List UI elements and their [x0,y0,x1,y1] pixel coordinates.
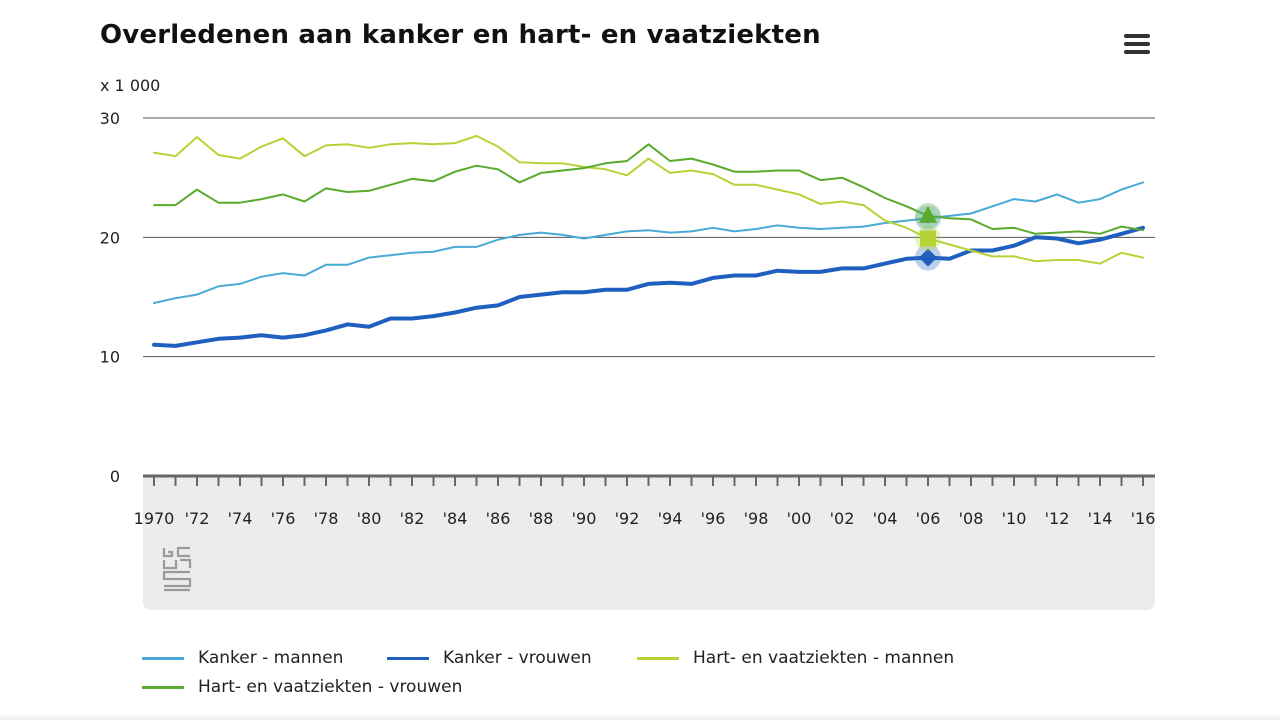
series-line [153,134,1144,265]
y-tick-label: 0 [110,467,120,486]
x-tick-label: '80 [357,509,382,528]
data-point-diamond [919,248,937,267]
unit-label: x 1 000 [100,76,161,95]
menu-bar [1124,50,1150,54]
series-line [153,181,1144,304]
x-axis-area [143,476,1155,610]
x-tick-label: '10 [1002,509,1027,528]
data-point-triangle [919,205,937,223]
x-tick-label: '76 [271,509,296,528]
series-line [152,225,1145,348]
y-tick-label: 30 [100,109,120,128]
legend-item[interactable]: Kanker - mannen [142,646,343,670]
legend-item[interactable]: Kanker - vrouwen [387,646,592,670]
chart-title: Overledenen aan kanker en hart- en vaatz… [100,20,821,50]
x-tick-label: '00 [787,509,812,528]
x-tick-label: '08 [959,509,984,528]
legend-swatch [637,656,679,660]
x-tick-label: '92 [615,509,640,528]
menu-bar [1124,42,1150,46]
x-tick-label: '84 [443,509,468,528]
legend-item[interactable]: Hart- en vaatziekten - vrouwen [142,675,462,699]
x-tick-label: '74 [228,509,253,528]
x-tick-label: '02 [830,509,855,528]
bottom-shade [0,712,1280,720]
x-tick-label: '16 [1131,509,1156,528]
y-tick-label: 10 [100,348,120,367]
x-tick-label: '98 [744,509,769,528]
legend-label: Kanker - mannen [198,648,344,668]
x-tick-label: '82 [400,509,425,528]
x-tick-label: '04 [873,509,898,528]
legend-item[interactable]: Hart- en vaatziekten - mannen [637,646,954,670]
cbs-logo-icon [162,546,192,592]
x-tick-label: '96 [701,509,726,528]
series-line [153,143,1144,235]
legend-swatch [142,656,184,660]
data-point-square [920,230,936,247]
hamburger-menu-icon[interactable] [1122,31,1152,57]
x-tick-label: 1970 [134,509,175,528]
legend-swatch [142,685,184,689]
x-tick-label: '86 [486,509,511,528]
x-tick-label: '94 [658,509,683,528]
x-tick-label: '72 [185,509,210,528]
legend-swatch [387,656,429,660]
menu-bar [1124,34,1150,38]
x-tick-label: '90 [572,509,597,528]
x-tick-label: '12 [1045,509,1070,528]
legend-label: Kanker - vrouwen [443,648,592,668]
x-tick-label: '78 [314,509,339,528]
legend-label: Hart- en vaatziekten - vrouwen [198,677,463,697]
x-tick-label: '06 [916,509,941,528]
x-tick-label: '14 [1088,509,1113,528]
x-tick-label: '88 [529,509,554,528]
y-tick-label: 20 [100,228,120,247]
legend-label: Hart- en vaatziekten - mannen [693,648,955,668]
